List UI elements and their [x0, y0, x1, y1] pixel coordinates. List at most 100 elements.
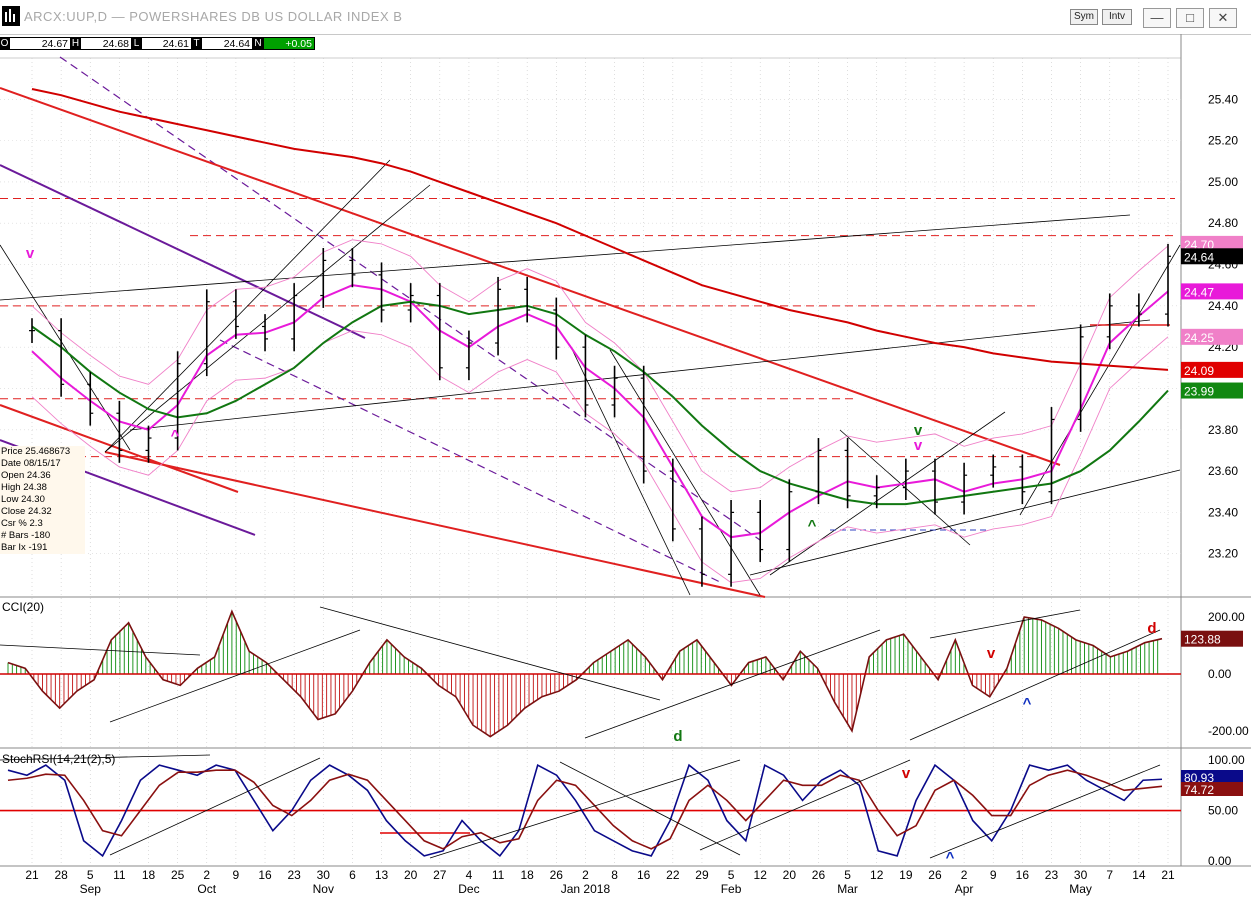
ohlc-key-high: H — [71, 37, 80, 50]
minimize-button[interactable]: — — [1143, 8, 1171, 28]
x-axis-day-label: 13 — [375, 868, 389, 882]
price-y-tick-label: 23.20 — [1208, 547, 1238, 561]
stochrsi-value-tag — [1181, 770, 1243, 784]
interval-button[interactable]: Intv — [1102, 9, 1132, 25]
x-axis-day-label: 26 — [812, 868, 826, 882]
x-axis-day-label: 21 — [25, 868, 39, 882]
trend-line — [0, 164, 366, 339]
price-panel: v^ vv^ — [26, 88, 1171, 587]
info-row-date: Date 08/15/17 — [1, 458, 61, 469]
cci-value-tag-label: 123.88 — [1184, 633, 1221, 647]
cci-y-tick-label: 0.00 — [1208, 667, 1232, 681]
price-y-tick-label: 24.80 — [1208, 216, 1238, 230]
cci-trend-line — [0, 644, 201, 656]
cci-title: CCI(20) — [2, 600, 44, 614]
ohlc-key-low: L — [132, 37, 141, 50]
x-axis-day-label: 30 — [1074, 868, 1088, 882]
stochrsi-value-tag — [1181, 782, 1243, 796]
ohlc-value-low: 24.61 — [141, 37, 192, 50]
cci-trend-line — [584, 629, 881, 739]
ohlc-key-net: N — [253, 37, 263, 50]
x-axis-day-label: 8 — [611, 868, 618, 882]
x-axis-month-label: Apr — [955, 882, 974, 896]
x-axis-month-label: Nov — [313, 882, 334, 896]
trendline-drawings — [0, 56, 1181, 598]
x-axis-day-label: 12 — [870, 868, 884, 882]
cci-marker-label: d — [1147, 620, 1156, 637]
x-axis-day-label: 21 — [1161, 868, 1175, 882]
x-axis-day-label: 23 — [287, 868, 301, 882]
stochrsi-y-tick-label: 50.00 — [1208, 804, 1238, 818]
restore-button[interactable]: □ — [1176, 8, 1204, 28]
stochrsi-trend-line — [0, 754, 211, 761]
x-axis-month-label: Jan 2018 — [561, 882, 611, 896]
price-value-tag — [1181, 328, 1243, 345]
x-axis-day-label: 9 — [233, 868, 240, 882]
x-axis-day-label: 6 — [349, 868, 356, 882]
trend-line — [1019, 244, 1181, 516]
ohlc-key-open: O — [0, 37, 9, 50]
x-axis-month-label: Sep — [80, 882, 102, 896]
x-axis-month-label: Dec — [458, 882, 479, 896]
x-axis-day-label: 18 — [520, 868, 534, 882]
x-axis-day-label: 7 — [1106, 868, 1113, 882]
price-y-tick-label: 25.20 — [1208, 134, 1238, 148]
x-axis-day-label: 2 — [961, 868, 968, 882]
price-value-tag — [1181, 235, 1243, 252]
trend-line — [569, 344, 691, 596]
x-axis-day-label: 25 — [171, 868, 185, 882]
x-axis-day-label: 28 — [54, 868, 68, 882]
x-axis-day-label: 16 — [1016, 868, 1030, 882]
trend-line — [609, 349, 761, 596]
trend-line — [749, 469, 1181, 576]
cci-trend-line — [109, 629, 361, 723]
x-axis-month-label: Mar — [837, 882, 858, 896]
title-bar: ARCX:UUP,D — POWERSHARES DB US DOLLAR IN… — [0, 0, 1251, 35]
stochrsi-trend-line — [109, 757, 321, 856]
info-row-close: Close 24.32 — [1, 506, 52, 517]
x-axis-day-label: 30 — [317, 868, 331, 882]
trend-line — [0, 214, 1131, 301]
x-axis-day-label: 26 — [928, 868, 942, 882]
stochrsi-fast-line — [7, 763, 1163, 858]
stochrsi-slow-line — [7, 769, 1163, 850]
trend-line — [219, 339, 721, 583]
info-row-bars: # Bars -180 — [1, 530, 51, 541]
price-marker-label: ^ — [808, 517, 817, 534]
symbol-button[interactable]: Sym — [1070, 9, 1098, 25]
x-axis-day-label: 18 — [142, 868, 156, 882]
trend-line — [104, 159, 391, 453]
x-axis-day-label: 27 — [433, 868, 447, 882]
price-value-tag-label: 24.64 — [1184, 250, 1214, 264]
bollinger-lower-band — [31, 330, 1169, 584]
x-axis-day-label: 11 — [492, 868, 505, 882]
x-axis-day-label: 22 — [666, 868, 680, 882]
x-axis-month-label: Oct — [197, 882, 216, 896]
cci-marker-label: d — [673, 728, 682, 745]
cci-value-tag — [1181, 630, 1243, 647]
x-axis-day-label: 5 — [844, 868, 851, 882]
x-axis-day-label: 29 — [695, 868, 709, 882]
ma-long-line — [31, 88, 1169, 371]
x-axis-day-label: 2 — [203, 868, 210, 882]
x-axis-day-label: 2 — [582, 868, 589, 882]
cci-y-tick-label: 200.00 — [1208, 610, 1245, 624]
stochrsi-marker-label: v — [902, 765, 911, 782]
ohlc-value-open: 24.67 — [9, 37, 71, 50]
trend-line — [104, 184, 431, 453]
stochrsi-y-tick-label: 100.00 — [1208, 753, 1245, 767]
info-row-bar-index: Bar Ix -191 — [1, 542, 48, 553]
x-axis-day-label: 20 — [783, 868, 797, 882]
x-axis-day-label: 26 — [550, 868, 564, 882]
close-button[interactable]: ✕ — [1209, 8, 1237, 28]
price-value-tag-label: 24.47 — [1184, 285, 1214, 299]
x-axis-day-label: 11 — [113, 868, 126, 882]
trend-line — [0, 244, 131, 451]
x-axis-day-label: 5 — [728, 868, 735, 882]
ohlc-key-close: T — [192, 37, 201, 50]
price-value-tag-label: 24.09 — [1184, 364, 1214, 378]
price-value-tag — [1181, 283, 1243, 300]
x-axis-day-label: 9 — [990, 868, 997, 882]
x-axis-day-label: 20 — [404, 868, 418, 882]
